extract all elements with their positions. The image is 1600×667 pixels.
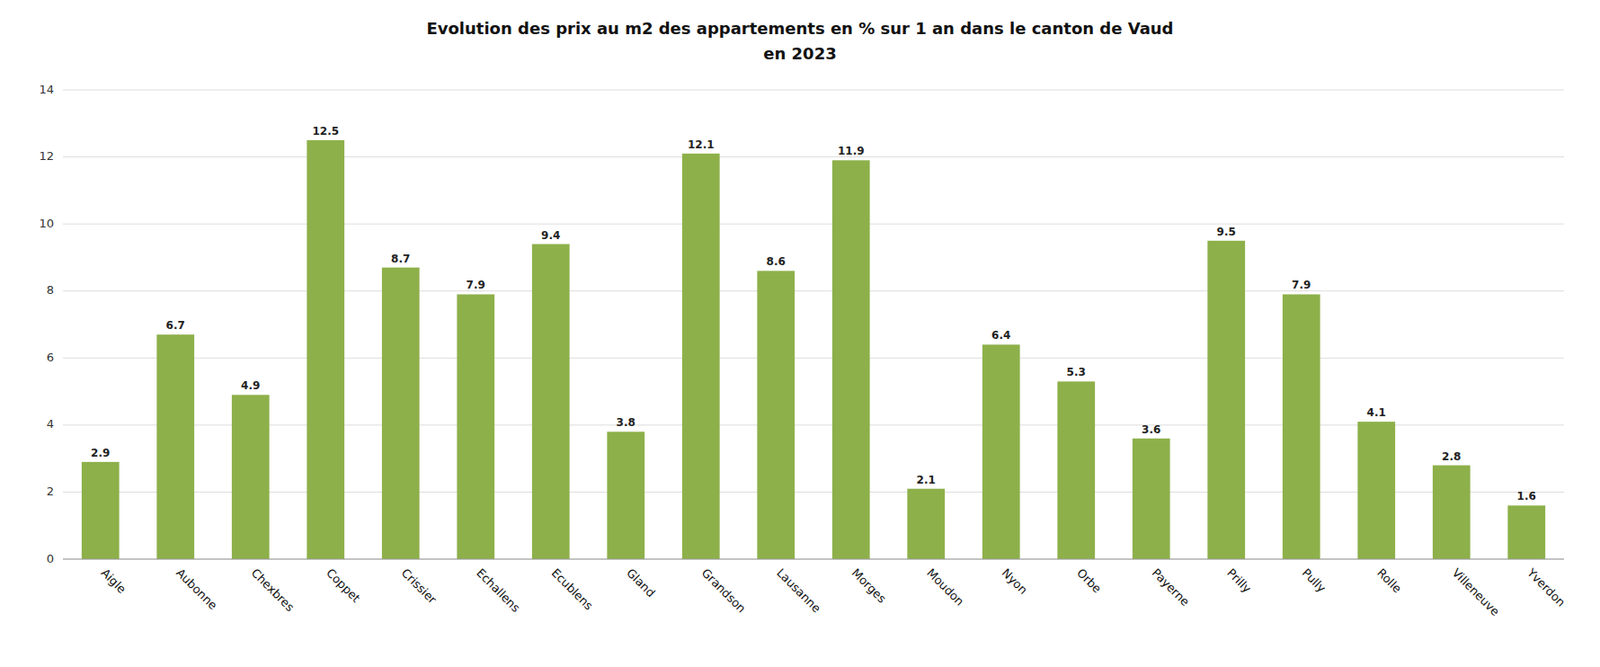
x-tick-label: Moudon	[924, 566, 967, 609]
bar	[1207, 240, 1245, 560]
grid-line	[62, 89, 1565, 91]
bar	[306, 140, 345, 560]
data-label: 5.3	[1066, 365, 1086, 379]
data-label: 1.6	[1517, 489, 1537, 503]
bar	[382, 267, 420, 560]
data-label: 8.7	[391, 252, 410, 266]
titles: Evolution des prix au m2 des appartement…	[426, 18, 1174, 63]
x-tick-label: Payerne	[1149, 566, 1193, 610]
grid-line	[62, 491, 1565, 493]
bar	[606, 431, 645, 560]
y-tick-label: 12	[38, 149, 54, 163]
data-label: 3.8	[616, 416, 636, 429]
title: Evolution des prix au m2 des appartement…	[426, 18, 1174, 38]
data-label: 12.5	[311, 124, 339, 138]
bar	[532, 244, 570, 560]
bar	[982, 344, 1021, 560]
y-tick-label: 10	[38, 216, 54, 231]
data-label: 6.4	[991, 328, 1011, 342]
x-tick-label: Aubonne	[173, 566, 220, 613]
y-tick-label: 2	[46, 484, 54, 498]
x-axis: Aigle Aubonne Chexbres Coppet Crissier Echall…	[62, 559, 1568, 619]
y-tick-label: 14	[38, 82, 54, 97]
grid-line	[62, 424, 1565, 426]
chart: Evolution des prix au m2 des appartement…	[0, 0, 1600, 667]
data-label: 4.1	[1367, 406, 1387, 419]
y-tick-label: 6	[46, 350, 54, 365]
x-tick-label: Coppet	[323, 566, 364, 606]
x-tick-label: Gland	[623, 566, 658, 601]
x-tick-label: Lausanne	[773, 566, 824, 616]
grid-line	[62, 559, 1565, 560]
subtitle: en 2023	[763, 44, 836, 63]
data-label: 2.9	[90, 446, 110, 460]
bar	[1507, 505, 1546, 560]
x-tick-label: Prilly	[1224, 566, 1254, 596]
bar	[682, 153, 720, 560]
bar	[1057, 381, 1095, 560]
x-tick-label: Villeneuve	[1449, 566, 1503, 619]
data-label: 7.9	[466, 278, 486, 292]
data-label: 6.7	[166, 319, 186, 332]
bar	[1432, 465, 1471, 560]
x-tick-label: Chexbres	[248, 566, 298, 615]
bar	[906, 488, 945, 560]
y-axis: 0 2 4 6 8 10 12 14	[38, 82, 1565, 566]
bars	[81, 140, 1546, 560]
bar	[81, 462, 120, 560]
x-tick-label: Rolle	[1374, 566, 1405, 596]
bar	[231, 394, 270, 560]
bar	[756, 270, 795, 560]
y-tick-label: 0	[46, 551, 54, 566]
bar	[1282, 293, 1321, 560]
grid-line	[62, 290, 1565, 292]
x-tick-label: Yverdon	[1523, 565, 1568, 610]
data-label: 4.9	[240, 379, 260, 392]
data-labels: 2.9 6.7 4.9 12.5 8.7 7.9 9.4 3.8 12.1 8.6 11.9 2.1 6…	[90, 124, 1537, 503]
data-label: 9.4	[541, 229, 560, 242]
data-label: 12.1	[687, 138, 715, 152]
x-tick-label: Echallens	[473, 566, 523, 615]
x-axis-line	[62, 559, 1565, 560]
grid-line	[62, 156, 1565, 158]
x-tick-label: Aigle	[98, 566, 129, 596]
grid-line	[62, 357, 1565, 359]
x-tick-label: Morges	[849, 566, 889, 606]
data-label: 2.1	[916, 473, 936, 487]
bar	[456, 293, 495, 560]
data-label: 9.5	[1217, 225, 1236, 239]
bar	[1132, 438, 1171, 560]
x-tick-label: Crissier	[399, 566, 440, 607]
y-tick-label: 4	[46, 417, 54, 431]
bar	[156, 334, 195, 560]
data-label: 11.9	[837, 144, 865, 158]
chart-container: Evolution des prix au m2 des appartement…	[0, 0, 1600, 667]
data-label: 3.6	[1141, 423, 1161, 436]
grid-line	[62, 223, 1565, 225]
page: {"chart_data": {"type": "bar", "title": …	[0, 0, 1600, 667]
y-tick-label: 8	[46, 283, 54, 297]
x-tick-label: Pully	[1299, 566, 1330, 596]
data-label: 2.8	[1441, 450, 1461, 463]
bar	[1357, 421, 1396, 560]
data-label: 7.9	[1291, 278, 1311, 292]
data-label: 8.6	[766, 255, 786, 268]
bar	[832, 160, 871, 560]
x-tick-label: Grandson	[699, 566, 749, 616]
x-tick-label: Orbe	[1074, 566, 1104, 596]
x-tick-label: Ecublens	[549, 566, 596, 614]
x-tick-label: Nyon	[999, 566, 1031, 597]
